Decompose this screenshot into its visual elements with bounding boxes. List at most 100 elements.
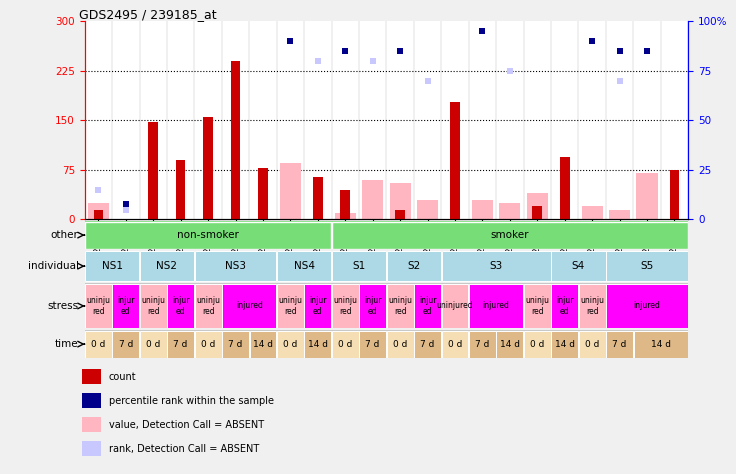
Bar (469, 284, 523, 328)
Text: injur
ed: injur ed (117, 296, 135, 316)
Bar (258, 168, 268, 219)
Bar (335, 213, 355, 219)
Bar (496, 331, 523, 357)
Bar (469, 331, 496, 357)
Bar (194, 251, 277, 281)
Bar (386, 251, 441, 281)
Text: 14 d: 14 d (308, 340, 328, 348)
Text: NS2: NS2 (157, 261, 177, 271)
Text: value, Detection Call = ABSENT: value, Detection Call = ABSENT (109, 419, 264, 429)
Bar (230, 61, 241, 219)
Bar (332, 251, 386, 281)
Bar (222, 331, 249, 357)
Bar (414, 331, 441, 357)
Text: injur
ed: injur ed (419, 296, 436, 316)
Bar (277, 331, 304, 357)
Text: uninjured: uninjured (436, 301, 473, 310)
Bar (442, 331, 468, 357)
Bar (551, 284, 578, 328)
Text: 7 d: 7 d (228, 340, 243, 348)
Bar (194, 331, 222, 357)
Text: uninju
red: uninju red (141, 296, 165, 316)
Bar (113, 331, 139, 357)
Bar (578, 331, 606, 357)
Bar (332, 222, 688, 248)
Bar (113, 284, 139, 328)
Text: uninju
red: uninju red (526, 296, 549, 316)
Text: uninju
red: uninju red (333, 296, 357, 316)
Text: uninju
red: uninju red (196, 296, 220, 316)
Bar (305, 331, 331, 357)
Text: 14 d: 14 d (555, 340, 575, 348)
Bar (637, 173, 657, 219)
Bar (386, 284, 414, 328)
Bar (581, 206, 603, 219)
Bar (450, 102, 460, 219)
Text: 14 d: 14 d (651, 340, 670, 348)
Text: uninju
red: uninju red (580, 296, 604, 316)
Bar (359, 331, 386, 357)
Bar (532, 206, 542, 219)
Bar (88, 203, 109, 219)
Text: percentile rank within the sample: percentile rank within the sample (109, 396, 274, 406)
Bar (578, 284, 606, 328)
Bar (149, 122, 158, 219)
Text: S1: S1 (353, 261, 366, 271)
Bar (140, 284, 166, 328)
Text: uninju
red: uninju red (278, 296, 302, 316)
Text: NS1: NS1 (102, 261, 123, 271)
Text: count: count (109, 372, 136, 382)
Text: non-smoker: non-smoker (177, 230, 239, 240)
Bar (499, 203, 520, 219)
Bar (277, 251, 331, 281)
Text: 14 d: 14 d (500, 340, 520, 348)
Text: S4: S4 (572, 261, 585, 271)
Bar (85, 284, 112, 328)
Bar (386, 331, 414, 357)
Bar (277, 284, 304, 328)
Text: injured: injured (634, 301, 660, 310)
Text: 0 d: 0 d (338, 340, 353, 348)
Text: 0 d: 0 d (447, 340, 462, 348)
Text: injur
ed: injur ed (172, 296, 189, 316)
Bar (222, 284, 277, 328)
Bar (442, 251, 551, 281)
Bar (93, 210, 103, 219)
Text: S5: S5 (640, 261, 654, 271)
Bar (472, 200, 493, 219)
Bar (609, 210, 630, 219)
Bar (606, 251, 688, 281)
Bar (524, 331, 551, 357)
Bar (313, 176, 322, 219)
Text: stress: stress (48, 301, 79, 311)
Text: injur
ed: injur ed (556, 296, 573, 316)
Bar (527, 193, 548, 219)
Text: 14 d: 14 d (253, 340, 273, 348)
Bar (417, 200, 438, 219)
Bar (395, 210, 405, 219)
Bar (85, 251, 139, 281)
Text: 0 d: 0 d (201, 340, 215, 348)
Bar (82, 417, 101, 432)
Bar (634, 331, 688, 357)
Bar (524, 284, 551, 328)
Text: 7 d: 7 d (475, 340, 489, 348)
Text: uninju
red: uninju red (86, 296, 110, 316)
Text: 0 d: 0 d (530, 340, 545, 348)
Bar (167, 284, 194, 328)
Text: individual: individual (28, 261, 79, 271)
Bar (332, 284, 358, 328)
Bar (85, 222, 331, 248)
Bar (82, 441, 101, 456)
Bar (140, 251, 194, 281)
Text: 7 d: 7 d (366, 340, 380, 348)
Text: NS4: NS4 (294, 261, 314, 271)
Text: uninju
red: uninju red (388, 296, 412, 316)
Bar (560, 157, 570, 219)
Text: GDS2495 / 239185_at: GDS2495 / 239185_at (79, 9, 216, 21)
Bar (332, 331, 358, 357)
Bar (82, 369, 101, 384)
Text: 7 d: 7 d (174, 340, 188, 348)
Text: S3: S3 (489, 261, 503, 271)
Bar (140, 331, 166, 357)
